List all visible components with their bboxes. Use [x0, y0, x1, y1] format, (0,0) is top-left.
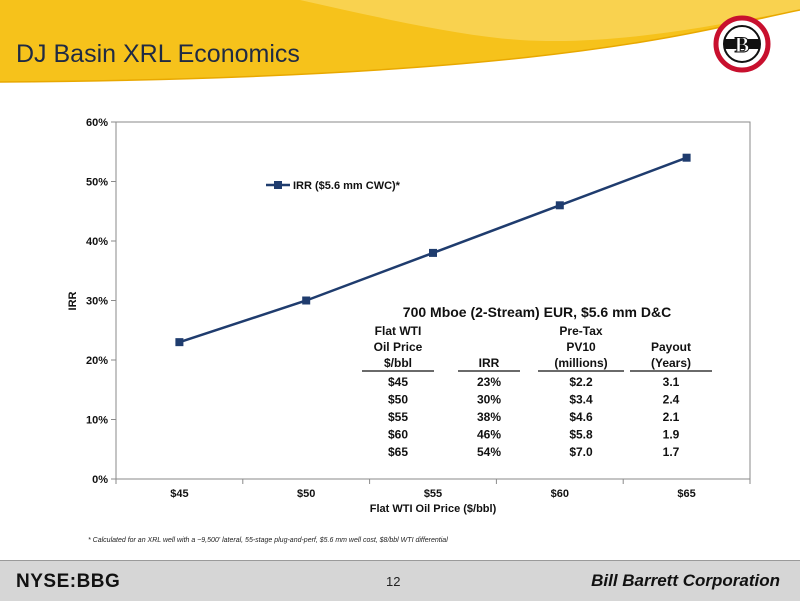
table-cell: $55 [388, 410, 408, 424]
legend-label: IRR ($5.6 mm CWC)* [293, 180, 401, 192]
x-axis-label: Flat WTI Oil Price ($/bbl) [370, 503, 497, 515]
series-irr [175, 153, 691, 347]
page-number: 12 [386, 574, 401, 589]
y-axis-label: IRR [67, 291, 79, 310]
table-cell: $45 [388, 375, 408, 389]
table-cell: $2.2 [569, 375, 593, 389]
y-tick-label: 10% [86, 415, 108, 427]
x-tick-label: $65 [677, 488, 695, 500]
irr-chart: 0% 10% 20% 30% 40% 50% 60% $45 $50 $55 $60 $65 IRR… [67, 117, 751, 515]
company-logo-icon: B [713, 15, 771, 73]
legend-marker [274, 181, 282, 189]
header-swoosh [0, 0, 800, 83]
economics-table: 700 Mboe (2-Stream) EUR, $5.6 mm D&C Fla… [362, 304, 712, 459]
table-header-text: (Years) [651, 356, 691, 370]
table-header-text: IRR [479, 356, 500, 370]
table-cell: 2.1 [663, 410, 680, 424]
plot-area-border [115, 121, 751, 480]
ticker-symbol: NYSE:BBG [16, 571, 121, 592]
table-cell: $65 [388, 445, 408, 459]
logo-letter: B [735, 32, 750, 57]
table-cell: 38% [477, 410, 501, 424]
table-cell: $3.4 [569, 393, 593, 407]
footnote: * Calculated for an XRL well with a ~9,5… [88, 537, 448, 544]
table-cell: 1.7 [663, 445, 680, 459]
table-header-text: Pre-Tax [559, 324, 602, 338]
table-cell: $7.0 [569, 445, 593, 459]
table-header-text: Oil Price [374, 340, 423, 354]
y-tick-labels: 0% 10% 20% 30% 40% 50% 60% [86, 117, 108, 486]
table-cell: 54% [477, 445, 501, 459]
table-cell: 1.9 [663, 428, 680, 442]
header-banner [0, 0, 800, 88]
table-cell: $5.8 [569, 428, 593, 442]
table-cell: 2.4 [663, 393, 680, 407]
chart-legend: IRR ($5.6 mm CWC)* [266, 180, 401, 192]
table-header-text: $/bbl [384, 356, 412, 370]
data-point [555, 201, 564, 210]
table-cell: 30% [477, 393, 501, 407]
data-point [682, 153, 691, 162]
x-tick-label: $50 [297, 488, 315, 500]
table-cell: $50 [388, 393, 408, 407]
table-cell: 46% [477, 428, 501, 442]
y-tick-label: 60% [86, 117, 108, 129]
table-cell: 3.1 [663, 375, 680, 389]
table-header-text: Payout [651, 340, 691, 354]
table-header-text: Flat WTI [375, 324, 422, 338]
company-name: Bill Barrett Corporation [591, 571, 780, 590]
y-tick-label: 0% [92, 474, 108, 486]
table-cell: 23% [477, 375, 501, 389]
data-point [429, 248, 437, 257]
table-cell: $60 [388, 428, 408, 442]
x-tick-labels: $45 $50 $55 $60 $65 [170, 488, 696, 500]
y-tick-label: 30% [86, 296, 108, 308]
slide-title: DJ Basin XRL Economics [16, 40, 300, 68]
table-header-text: PV10 [566, 340, 596, 354]
data-point [302, 296, 311, 305]
x-tick-label: $45 [170, 488, 188, 500]
chart-axes [111, 121, 751, 484]
table-title: 700 Mboe (2-Stream) EUR, $5.6 mm D&C [403, 304, 671, 320]
footer-bar: NYSE:BBG 12 Bill Barrett Corporation [0, 560, 800, 601]
data-point [175, 338, 184, 347]
y-tick-label: 20% [86, 355, 108, 367]
y-tick-label: 40% [86, 236, 108, 248]
x-tick-label: $55 [424, 488, 442, 500]
y-tick-label: 50% [86, 177, 108, 189]
x-tick-label: $60 [551, 488, 569, 500]
table-cell: $4.6 [569, 410, 593, 424]
table-header-text: (millions) [554, 356, 607, 370]
